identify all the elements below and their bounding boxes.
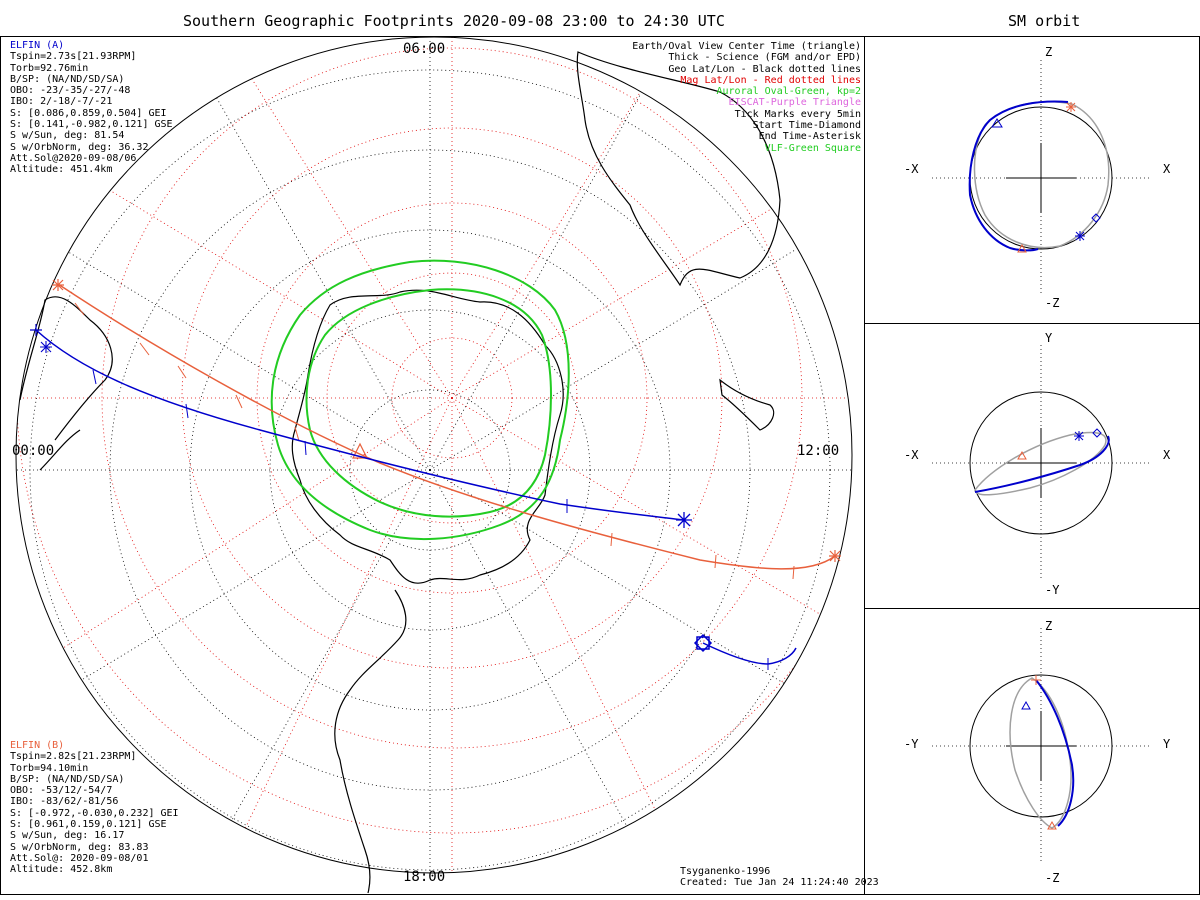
elfin-b-line: Tspin=2.82s[21.23RPM] [10,751,137,763]
elfin-b-line: B/SP: (NA/ND/SD/SA) [10,773,125,785]
elfin-a-line: S: [0.141,-0.982,0.121] GSE [10,119,173,131]
africa-east-coast [39,429,81,471]
elfin-a-line: S w/Sun, deg: 81.54 [10,130,125,142]
sm-3-top-label: Z [1045,619,1053,633]
elfin-b-info: ELFIN (B) Tspin=2.82s[21.23RPM] Torb=94.… [10,740,179,876]
elfin-b-ticks [74,302,795,580]
elfin-a-tick-start [40,341,52,353]
elfin-a-info: ELFIN (A) Tspin=2.73s[21.93RPM] Torb=92.… [10,40,173,176]
legend-item: End Time-Asterisk [758,131,861,143]
credits: Tsyganenko-1996 Created: Tue Jan 24 11:2… [680,866,879,889]
coastlines [19,51,781,894]
elfin-b-line: OBO: -53/12/-54/7 [10,785,113,797]
sm-2-left-label: -X [904,448,919,462]
elfin-a-second-pass-start-square [696,636,710,650]
legend-item: EISCAT-Purple Triangle [728,97,861,109]
elfin-b-line: S w/OrbNorm, deg: 83.83 [10,841,149,853]
sm-xy-blue-orbit [974,435,1110,493]
sm-2-bottom-label: -Y [1045,583,1060,597]
elfin-a-name: ELFIN (A) [10,40,65,51]
mag-grid [16,37,852,873]
australia-coast [576,51,781,287]
legend-item: Mag Lat/Lon - Red dotted lines [680,74,861,86]
legend-item: Auroral Oval-Green, kp=2 [716,86,862,98]
sm-panel-xy [932,345,1152,581]
sm-xz-blue-orbit [968,100,1069,252]
time-label-00: 00:00 [12,443,55,459]
legend-item: Start Time-Diamond [752,120,861,132]
elfin-a-line: Altitude: 451.4km [10,164,113,176]
elfin-b-end-marker [829,550,841,562]
legend: Earth/Oval View Center Time (triangle) T… [632,41,861,154]
elfin-a-line: IBO: 2/-18/-7/-21 [10,96,113,108]
elfin-a-line: S w/OrbNorm, deg: 36.32 [10,141,149,153]
globe-outline [15,36,853,874]
elfin-b-line: Torb=94.10min [10,762,89,774]
south-america-coast [334,589,407,894]
elfin-b-name: ELFIN (B) [10,740,65,751]
sm-yz-gray-orbit [1009,677,1072,829]
legend-item: Geo Lat/Lon - Black dotted lines [668,63,861,75]
main-title: Southern Geographic Footprints 2020-09-0… [183,12,725,30]
auroral-ovals [270,259,570,541]
new-zealand-coast [719,378,775,431]
auroral-oval-outer [270,259,570,541]
created-timestamp: Created: Tue Jan 24 11:24:40 2023 [680,877,879,889]
africa-coast [19,296,113,441]
time-label-18: 18:00 [403,869,446,885]
antarctica-coast [291,289,564,584]
sm-3-left-label: -Y [904,737,919,751]
elfin-b-line: IBO: -83/62/-81/56 [10,796,119,808]
legend-item: VLF-Green Square [764,142,861,154]
sm-panel-xz [932,60,1152,296]
elfin-b-line: S: [-0.972,-0.030,0.232] GEI [10,807,179,819]
sm-3-bottom-label: -Z [1045,871,1060,885]
elfin-a-second-pass [702,642,797,665]
elfin-b-view-triangle [352,442,368,459]
elfin-a-ticks [92,369,568,513]
elfin-a-end-marker [676,512,692,528]
elfin-b-line: Altitude: 452.8km [10,864,113,876]
elfin-b-footprint [52,279,841,580]
sm-2-right-label: X [1163,448,1171,462]
time-label-12: 12:00 [797,443,840,459]
legend-item: Tick Marks every 5min [734,108,861,120]
elfin-a-line: S: [0.086,0.859,0.504] GEI [10,107,167,119]
elfin-b-line: S: [0.961,0.159,0.121] GSE [10,819,167,831]
elfin-a-line: Tspin=2.73s[21.93RPM] [10,51,137,63]
sm-orbit-title: SM orbit [1008,12,1081,30]
elfin-a-footprint [30,324,797,670]
elfin-a-second-pass-start-diamond [693,633,713,653]
sm-xy-gray-orbit [974,431,1107,496]
auroral-oval-inner [305,288,552,518]
elfin-b-track [57,283,836,570]
sm-panel-yz [932,628,1152,864]
sm-1-right-label: X [1163,162,1171,176]
elfin-a-start-marker [30,324,42,336]
sm-1-top-label: Z [1045,45,1053,59]
elfin-b-start-marker [52,279,64,291]
elfin-b-line: S w/Sun, deg: 16.17 [10,830,125,842]
elfin-a-line: Att.Sol@2020-09-08/06 [10,152,137,164]
sm-1-bottom-label: -Z [1045,296,1060,310]
time-label-06: 06:00 [403,41,446,57]
sm-yz-blue-orbit [1035,679,1075,827]
elfin-a-track [35,329,685,521]
elfin-a-line: B/SP: (NA/ND/SD/SA) [10,73,125,85]
legend-item: Thick - Science (FGM and/or EPD) [668,52,861,64]
elfin-a-line: OBO: -23/-35/-27/-48 [10,85,131,97]
sm-3-right-label: Y [1163,737,1171,751]
model-credit: Tsyganenko-1996 [680,866,771,877]
sm-2-top-label: Y [1045,331,1053,345]
elfin-b-line: Att.Sol@: 2020-09-08/01 [10,852,149,864]
legend-item: Earth/Oval View Center Time (triangle) [632,41,861,52]
elfin-a-line: Torb=92.76min [10,62,89,74]
sm-1-left-label: -X [904,162,919,176]
